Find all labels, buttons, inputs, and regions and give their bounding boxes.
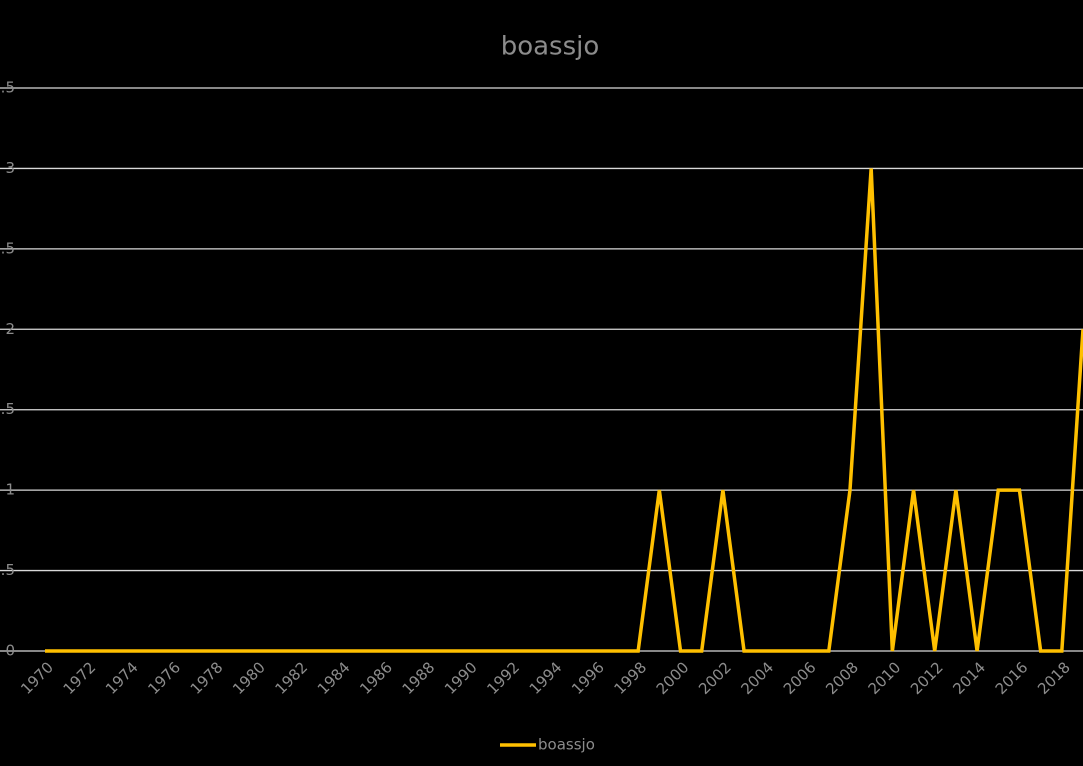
y-tick-label: 1.5 <box>0 400 15 418</box>
x-tick-label: 1976 <box>144 658 184 698</box>
x-tick-label: 1988 <box>399 658 439 698</box>
x-tick-label: 1980 <box>229 658 269 698</box>
x-tick-label: 2012 <box>907 658 947 698</box>
y-tick-label: 2.5 <box>0 239 15 257</box>
x-tick-label: 2016 <box>992 658 1032 698</box>
x-tick-label: 1972 <box>60 658 100 698</box>
chart-title: boassjo <box>501 32 600 62</box>
y-tick-label: 3 <box>5 159 15 177</box>
x-tick-label: 1982 <box>271 658 311 698</box>
data-line <box>45 168 1083 653</box>
y-tick-label: 0 <box>5 642 15 660</box>
x-tick-label: 2002 <box>695 658 735 698</box>
legend-label: boassjo <box>538 736 595 754</box>
x-tick-label: 1978 <box>187 658 227 698</box>
y-tick-label: 3.5 <box>0 79 15 97</box>
x-tick-label: 2006 <box>780 658 820 698</box>
y-tick-label: 0.5 <box>0 561 15 579</box>
x-tick-label: 2000 <box>653 658 693 698</box>
y-tick-label: 1 <box>5 481 15 499</box>
x-tick-label: 1992 <box>483 658 523 698</box>
x-tick-label: 2014 <box>949 658 989 698</box>
x-tick-label: 1998 <box>610 658 650 698</box>
x-tick-label: 2008 <box>822 658 862 698</box>
x-tick-label: 1996 <box>568 658 608 698</box>
x-tick-label: 1986 <box>356 658 396 698</box>
x-tick-label: 1994 <box>526 658 566 698</box>
x-tick-label: 1990 <box>441 658 481 698</box>
x-tick-label: 1970 <box>17 658 57 698</box>
x-tick-label: 2010 <box>865 658 905 698</box>
x-tick-label: 2018 <box>1034 658 1074 698</box>
x-tick-label: 2004 <box>738 658 778 698</box>
x-tick-label: 1984 <box>314 658 354 698</box>
x-tick-label: 1974 <box>102 658 142 698</box>
y-tick-label: 2 <box>5 320 15 338</box>
